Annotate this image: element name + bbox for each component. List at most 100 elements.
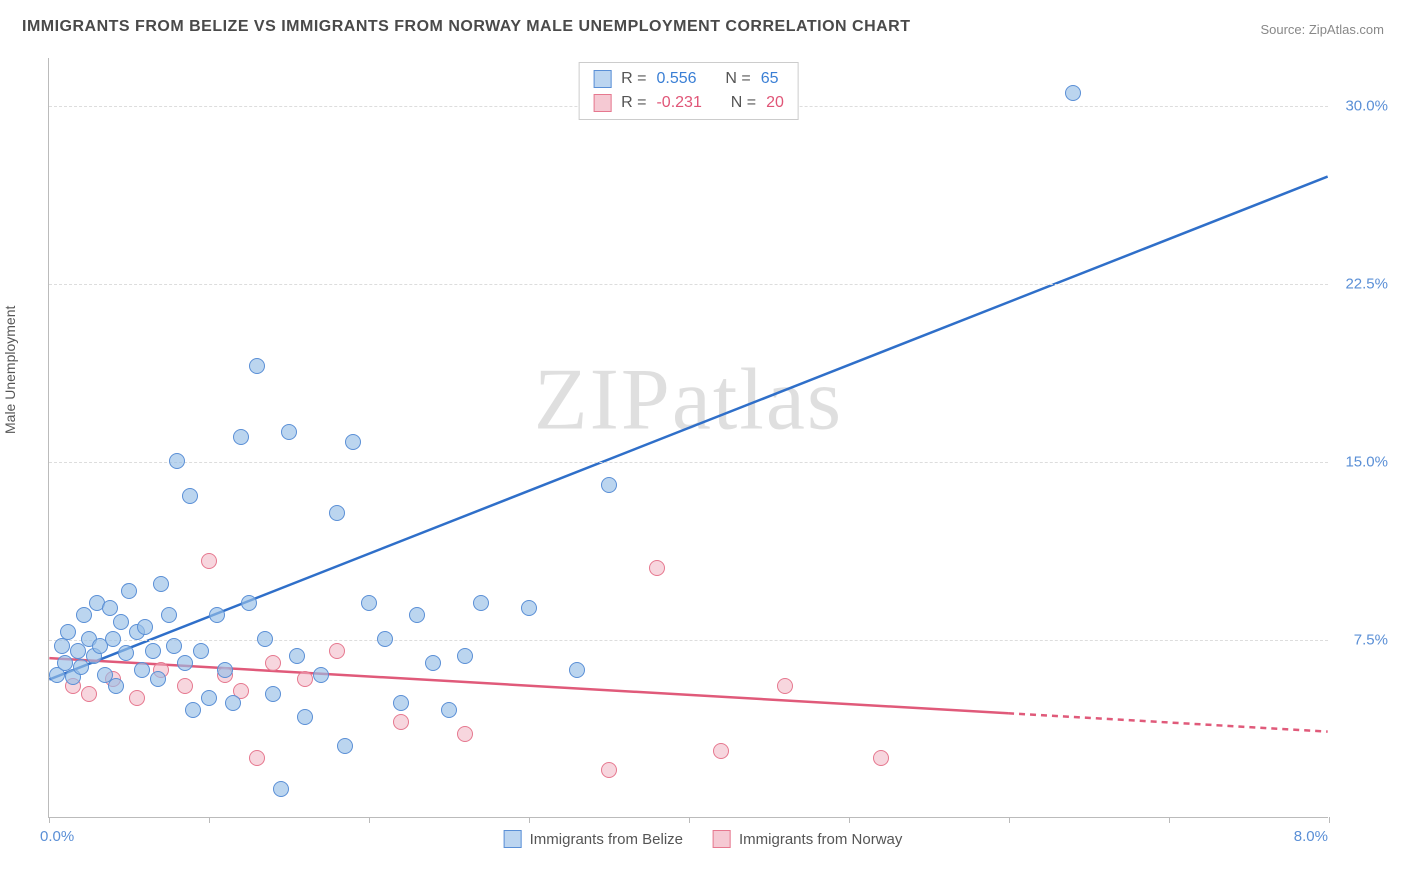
x-tick	[49, 817, 50, 823]
scatter-point-norway	[177, 678, 193, 694]
y-tick-label: 30.0%	[1345, 97, 1388, 114]
y-tick-label: 7.5%	[1354, 631, 1388, 648]
scatter-point-belize	[313, 667, 329, 683]
scatter-point-belize	[108, 678, 124, 694]
correlation-row-norway: R = -0.231 N = 20	[593, 91, 784, 115]
correlation-row-belize: R = 0.556 N = 65	[593, 67, 784, 91]
legend-label-belize: Immigrants from Belize	[530, 831, 683, 848]
n-label: N =	[725, 67, 750, 91]
scatter-point-belize	[249, 358, 265, 374]
watermark: ZIPatlas	[534, 349, 843, 450]
gridline	[49, 640, 1328, 641]
source-prefix: Source:	[1260, 22, 1308, 37]
scatter-point-norway	[81, 686, 97, 702]
scatter-point-belize	[265, 686, 281, 702]
scatter-point-belize	[134, 662, 150, 678]
scatter-point-belize	[153, 576, 169, 592]
scatter-point-belize	[601, 477, 617, 493]
scatter-point-belize	[425, 655, 441, 671]
scatter-point-belize	[150, 671, 166, 687]
source-attribution: Source: ZipAtlas.com	[1260, 22, 1384, 37]
scatter-point-norway	[649, 560, 665, 576]
x-tick	[529, 817, 530, 823]
legend-item-norway: Immigrants from Norway	[713, 830, 902, 848]
scatter-point-belize	[137, 619, 153, 635]
r-label: R =	[621, 91, 646, 115]
r-label: R =	[621, 67, 646, 91]
scatter-point-norway	[201, 553, 217, 569]
scatter-point-belize	[60, 624, 76, 640]
scatter-point-belize	[337, 738, 353, 754]
scatter-point-belize	[54, 638, 70, 654]
r-value-norway: -0.231	[656, 91, 701, 115]
scatter-point-belize	[393, 695, 409, 711]
scatter-point-norway	[249, 750, 265, 766]
n-value-norway: 20	[766, 91, 784, 115]
n-value-belize: 65	[761, 67, 779, 91]
scatter-point-norway	[265, 655, 281, 671]
scatter-point-norway	[457, 726, 473, 742]
scatter-point-belize	[289, 648, 305, 664]
scatter-point-belize	[73, 659, 89, 675]
x-tick	[849, 817, 850, 823]
scatter-point-norway	[393, 714, 409, 730]
x-tick	[689, 817, 690, 823]
scatter-point-belize	[182, 488, 198, 504]
scatter-point-belize	[233, 429, 249, 445]
scatter-point-belize	[1065, 85, 1081, 101]
source-link[interactable]: ZipAtlas.com	[1309, 22, 1384, 37]
swatch-pink-icon	[713, 830, 731, 848]
r-value-belize: 0.556	[656, 67, 696, 91]
x-axis-min: 0.0%	[40, 828, 74, 845]
y-tick-label: 15.0%	[1345, 453, 1388, 470]
gridline	[49, 462, 1328, 463]
scatter-point-belize	[273, 781, 289, 797]
x-tick	[369, 817, 370, 823]
plot-area: ZIPatlas R = 0.556 N = 65 R = -0.231 N =…	[48, 58, 1328, 818]
scatter-point-belize	[297, 709, 313, 725]
scatter-point-belize	[441, 702, 457, 718]
legend-bottom: Immigrants from Belize Immigrants from N…	[504, 830, 903, 848]
scatter-point-norway	[329, 643, 345, 659]
scatter-point-belize	[166, 638, 182, 654]
scatter-point-belize	[209, 607, 225, 623]
scatter-point-belize	[345, 434, 361, 450]
legend-item-belize: Immigrants from Belize	[504, 830, 683, 848]
scatter-point-belize	[145, 643, 161, 659]
scatter-point-norway	[873, 750, 889, 766]
swatch-blue-icon	[504, 830, 522, 848]
y-tick-label: 22.5%	[1345, 275, 1388, 292]
scatter-point-belize	[257, 631, 273, 647]
scatter-point-belize	[118, 645, 134, 661]
scatter-point-belize	[161, 607, 177, 623]
scatter-point-belize	[457, 648, 473, 664]
scatter-point-belize	[329, 505, 345, 521]
scatter-point-belize	[281, 424, 297, 440]
x-tick	[1009, 817, 1010, 823]
x-axis-max: 8.0%	[1294, 828, 1328, 845]
scatter-point-norway	[713, 743, 729, 759]
correlation-legend-box: R = 0.556 N = 65 R = -0.231 N = 20	[578, 62, 799, 120]
scatter-point-belize	[361, 595, 377, 611]
legend-label-norway: Immigrants from Norway	[739, 831, 902, 848]
scatter-point-belize	[102, 600, 118, 616]
x-tick	[1329, 817, 1330, 823]
swatch-blue-icon	[593, 70, 611, 88]
x-tick	[209, 817, 210, 823]
scatter-point-belize	[473, 595, 489, 611]
y-axis-label: Male Unemployment	[2, 306, 18, 434]
scatter-point-belize	[569, 662, 585, 678]
scatter-point-belize	[217, 662, 233, 678]
scatter-point-belize	[185, 702, 201, 718]
chart-title: IMMIGRANTS FROM BELIZE VS IMMIGRANTS FRO…	[22, 18, 911, 36]
scatter-point-belize	[105, 631, 121, 647]
scatter-point-belize	[241, 595, 257, 611]
scatter-point-belize	[201, 690, 217, 706]
scatter-point-belize	[76, 607, 92, 623]
scatter-point-norway	[601, 762, 617, 778]
scatter-point-belize	[177, 655, 193, 671]
scatter-point-belize	[409, 607, 425, 623]
scatter-point-belize	[225, 695, 241, 711]
x-tick	[1169, 817, 1170, 823]
scatter-point-belize	[521, 600, 537, 616]
